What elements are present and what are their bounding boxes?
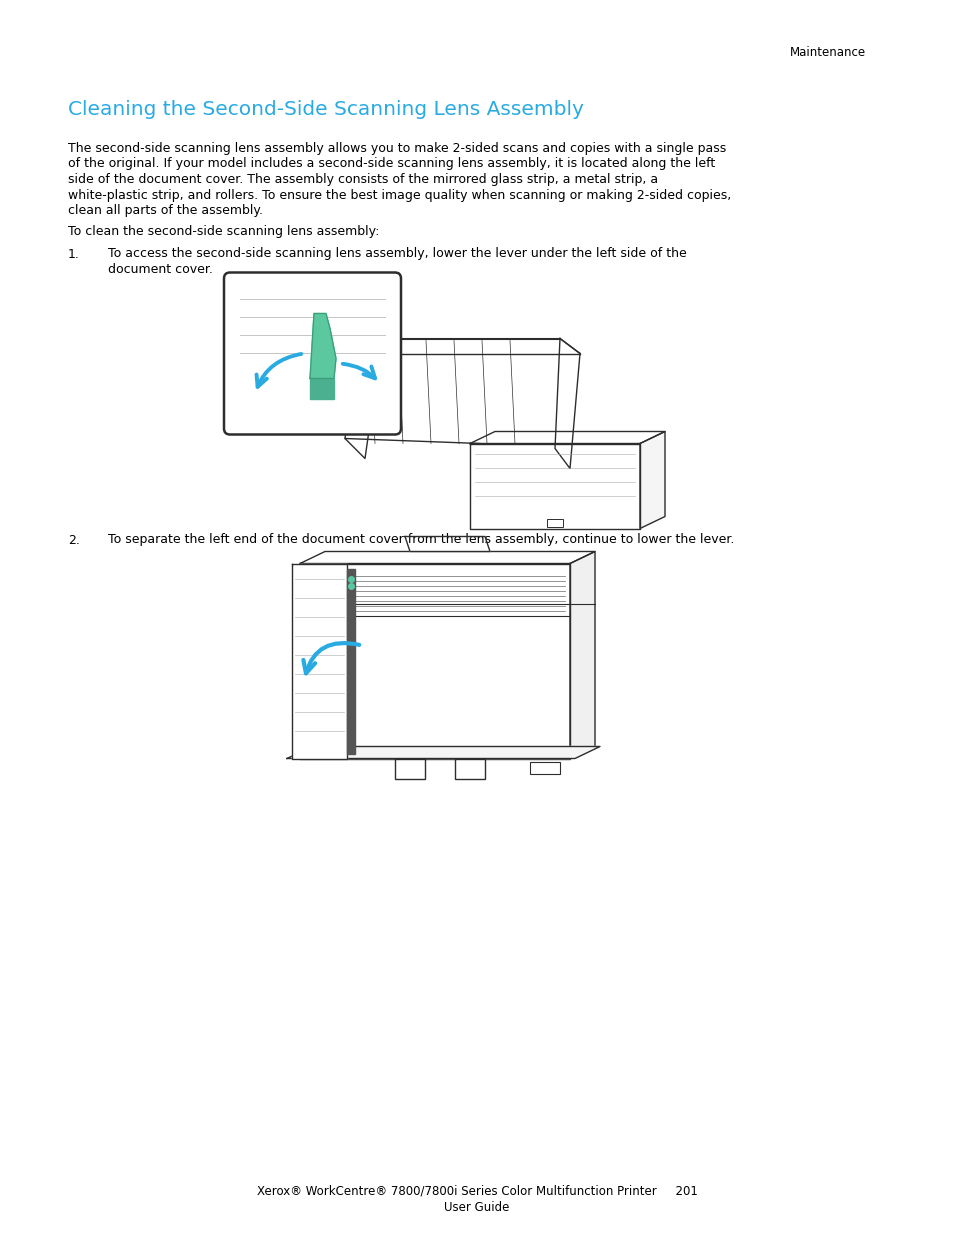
Text: Xerox® WorkCentre® 7800/7800i Series Color Multifunction Printer     201: Xerox® WorkCentre® 7800/7800i Series Col… xyxy=(256,1186,697,1198)
Text: To access the second-side scanning lens assembly, lower the lever under the left: To access the second-side scanning lens … xyxy=(108,247,686,261)
Text: 2.: 2. xyxy=(68,534,80,547)
Text: Maintenance: Maintenance xyxy=(789,46,865,59)
Bar xyxy=(530,762,559,773)
Polygon shape xyxy=(287,746,599,758)
Polygon shape xyxy=(299,552,595,563)
Text: clean all parts of the assembly.: clean all parts of the assembly. xyxy=(68,204,263,217)
Polygon shape xyxy=(569,552,595,758)
Text: of the original. If your model includes a second-side scanning lens assembly, it: of the original. If your model includes … xyxy=(68,158,715,170)
Bar xyxy=(546,519,562,526)
Text: The second-side scanning lens assembly allows you to make 2-sided scans and copi: The second-side scanning lens assembly a… xyxy=(68,142,725,156)
Polygon shape xyxy=(470,443,639,529)
Polygon shape xyxy=(639,431,664,529)
Text: Cleaning the Second-Side Scanning Lens Assembly: Cleaning the Second-Side Scanning Lens A… xyxy=(68,100,583,119)
Text: side of the document cover. The assembly consists of the mirrored glass strip, a: side of the document cover. The assembly… xyxy=(68,173,658,186)
Text: 1.: 1. xyxy=(68,247,80,261)
Bar xyxy=(455,758,484,778)
Polygon shape xyxy=(470,431,664,443)
Text: white-plastic strip, and rollers. To ensure the best image quality when scanning: white-plastic strip, and rollers. To ens… xyxy=(68,189,731,201)
Polygon shape xyxy=(299,563,569,758)
FancyBboxPatch shape xyxy=(224,273,400,435)
Polygon shape xyxy=(310,378,334,399)
Polygon shape xyxy=(292,563,347,758)
Bar xyxy=(395,758,424,778)
Text: To separate the left end of the document cover from the lens assembly, continue : To separate the left end of the document… xyxy=(108,534,734,547)
Polygon shape xyxy=(310,314,335,378)
Text: document cover.: document cover. xyxy=(108,263,213,275)
Polygon shape xyxy=(405,536,490,552)
Text: User Guide: User Guide xyxy=(444,1200,509,1214)
Text: To clean the second-side scanning lens assembly:: To clean the second-side scanning lens a… xyxy=(68,226,379,238)
Polygon shape xyxy=(347,568,355,753)
